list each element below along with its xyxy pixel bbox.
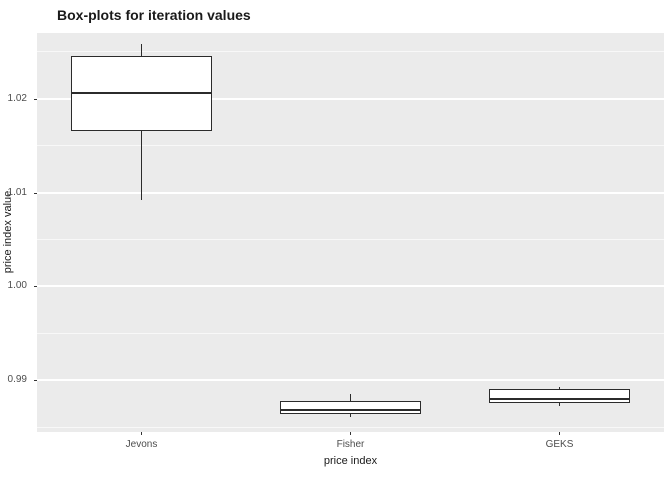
x-tick-mark bbox=[559, 432, 560, 435]
x-axis-tick-labels: Jevons Fisher GEKS bbox=[37, 437, 664, 451]
lower-whisker-fisher bbox=[350, 414, 351, 417]
gridline-minor bbox=[37, 51, 664, 53]
median-fisher bbox=[279, 409, 422, 412]
upper-whisker-fisher bbox=[350, 393, 351, 401]
median-geks bbox=[488, 398, 631, 401]
x-tick-label-geks: GEKS bbox=[545, 439, 574, 450]
x-tick-mark bbox=[350, 432, 351, 435]
y-axis-tick-labels: 0.99 1.00 1.01 1.02 bbox=[0, 33, 33, 432]
lower-whisker-jevons bbox=[141, 130, 142, 201]
y-tick-mark bbox=[34, 286, 37, 288]
chart-title: Box-plots for iteration values bbox=[57, 7, 251, 23]
gridline-major bbox=[37, 191, 664, 194]
y-tick-label: 1.02 bbox=[7, 92, 27, 104]
plot-panel bbox=[37, 33, 664, 432]
gridline-minor bbox=[37, 426, 664, 428]
gridline-major bbox=[37, 379, 664, 382]
box-geks bbox=[488, 388, 631, 403]
y-tick-label: 0.99 bbox=[7, 374, 27, 386]
gridline-minor bbox=[37, 145, 664, 147]
x-tick-mark bbox=[141, 432, 142, 435]
x-tick-label-fisher: Fisher bbox=[336, 439, 365, 450]
gridline-major bbox=[37, 97, 664, 100]
upper-whisker-geks bbox=[559, 386, 560, 389]
x-axis-label: price index bbox=[323, 455, 378, 467]
y-tick-label: 1.01 bbox=[7, 186, 27, 198]
gridline-minor bbox=[37, 332, 664, 334]
gridline-major bbox=[37, 285, 664, 288]
box-fisher bbox=[279, 401, 422, 415]
y-tick-mark bbox=[34, 98, 37, 100]
gridline-minor bbox=[37, 239, 664, 241]
y-tick-mark bbox=[34, 380, 37, 382]
y-tick-mark bbox=[34, 192, 37, 194]
y-tick-label: 1.00 bbox=[7, 280, 27, 292]
upper-whisker-jevons bbox=[141, 44, 142, 57]
lower-whisker-geks bbox=[559, 402, 560, 406]
median-jevons bbox=[70, 92, 213, 95]
x-tick-label-jevons: Jevons bbox=[125, 439, 158, 450]
